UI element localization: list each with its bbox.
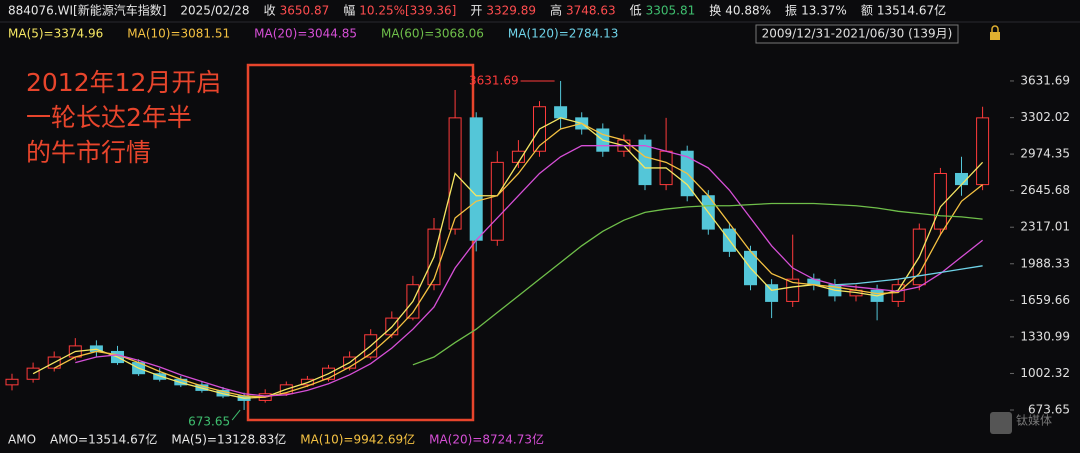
candle-body bbox=[955, 172, 968, 186]
footer-item: MA(10)=9942.69亿 bbox=[300, 432, 415, 447]
y-tick-label: 1988.33 bbox=[1020, 256, 1070, 270]
min-pointer bbox=[231, 409, 241, 421]
header-item: 2025/02/28 bbox=[180, 4, 249, 18]
header-item: 振 bbox=[785, 4, 797, 18]
annotation-line: 2012年12月开启 bbox=[26, 68, 221, 97]
header-item: 开 bbox=[470, 4, 482, 18]
candle-body bbox=[786, 278, 800, 302]
max-label: 3631.69 bbox=[469, 73, 519, 87]
candle-body bbox=[469, 117, 483, 241]
header-item: 10.25%[339.36] bbox=[359, 4, 456, 18]
range-label[interactable]: 2009/12/31-2021/06/30 (139月) bbox=[762, 27, 953, 41]
header-item: 额 bbox=[861, 4, 873, 18]
candle-body bbox=[933, 172, 947, 230]
header-item: 换 bbox=[709, 4, 721, 18]
candle-body bbox=[554, 106, 568, 119]
header-item: 3329.89 bbox=[486, 4, 536, 18]
annotation-line: 一轮长达2年半 bbox=[26, 103, 192, 132]
header-item: 3305.81 bbox=[646, 4, 696, 18]
candle-body bbox=[765, 284, 779, 302]
header-item: 3748.63 bbox=[566, 4, 616, 18]
annotation-line: 的牛市行情 bbox=[26, 138, 151, 167]
header-item: 高 bbox=[550, 3, 562, 18]
ma-line bbox=[32, 117, 984, 399]
footer-item: MA(5)=13128.83亿 bbox=[171, 432, 286, 447]
ma-label: MA(10)=3081.51 bbox=[127, 27, 230, 41]
footer-item: AMO bbox=[8, 433, 36, 447]
header-item: 收 bbox=[264, 4, 276, 18]
watermark-text: 钛媒体 bbox=[1016, 413, 1052, 428]
ma-label: MA(120)=2784.13 bbox=[508, 27, 619, 41]
header-item: 幅 bbox=[343, 3, 355, 18]
ma-line bbox=[412, 202, 983, 366]
header-item: 40.88% bbox=[725, 4, 771, 18]
candle-body bbox=[976, 117, 990, 186]
ma-label: MA(20)=3044.85 bbox=[254, 27, 357, 41]
footer-item: MA(20)=8724.73亿 bbox=[429, 432, 544, 447]
header-item: 低 bbox=[630, 4, 642, 18]
highlight-box bbox=[246, 63, 475, 422]
y-tick-label: 2974.35 bbox=[1020, 147, 1070, 161]
y-tick-label: 3302.02 bbox=[1020, 110, 1070, 124]
y-tick-label: 673.65 bbox=[1028, 403, 1070, 417]
y-tick-label: 1002.32 bbox=[1020, 366, 1070, 380]
ma-line bbox=[75, 145, 984, 397]
ma-line bbox=[834, 265, 983, 286]
y-tick-label: 3631.69 bbox=[1020, 73, 1070, 87]
footer-item: AMO=13514.67亿 bbox=[50, 432, 157, 447]
header-item: 13.37% bbox=[801, 4, 847, 18]
lock-icon[interactable] bbox=[990, 25, 1000, 40]
y-tick-label: 1330.99 bbox=[1020, 329, 1070, 343]
ma-label: MA(5)=3374.96 bbox=[8, 27, 103, 41]
candle-body bbox=[5, 378, 19, 386]
candle-body bbox=[490, 161, 504, 241]
header-item: 884076.WI[新能源汽车指数] bbox=[8, 3, 166, 18]
header-item: 3650.87 bbox=[280, 4, 330, 18]
ma-line bbox=[53, 122, 984, 398]
y-tick-label: 1659.66 bbox=[1020, 293, 1070, 307]
range-box[interactable] bbox=[755, 24, 959, 44]
watermark: 钛媒体 bbox=[990, 412, 1052, 434]
ma-label: MA(60)=3068.06 bbox=[381, 27, 484, 41]
y-tick-label: 2645.68 bbox=[1020, 183, 1070, 197]
min-label: 673.65 bbox=[188, 415, 230, 429]
header-item: 13514.67亿 bbox=[877, 3, 946, 18]
y-tick-label: 2317.01 bbox=[1020, 220, 1070, 234]
